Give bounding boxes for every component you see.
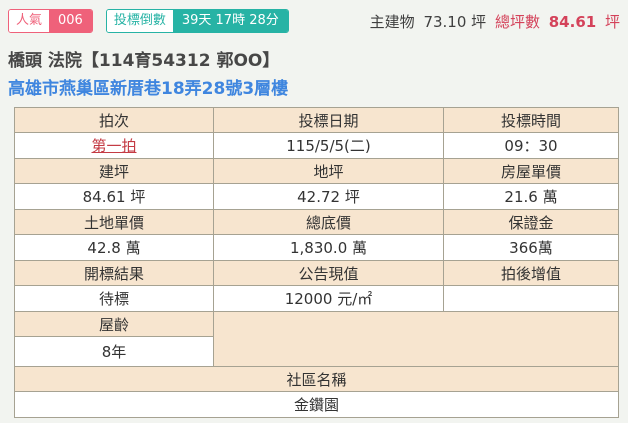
- header-land-area: 地坪: [213, 158, 444, 184]
- total-area-label: 總坪數: [494, 12, 540, 31]
- cell-opening-result: 待標: [14, 285, 214, 312]
- popularity-value: 006: [49, 10, 92, 32]
- cell-building-area: 84.61 坪: [14, 183, 214, 210]
- header-house-unit-price: 房屋單價: [443, 158, 619, 184]
- header-community-name: 社區名稱: [14, 366, 619, 392]
- auction-detail-table: 拍次 投標日期 投標時間 第一拍 115/5/5(二) 09：30 建坪 地坪 …: [14, 107, 619, 418]
- header-opening-result: 開標結果: [14, 260, 214, 286]
- cell-deposit: 366萬: [443, 234, 619, 261]
- cell-house-unit-price: 21.6 萬: [443, 183, 619, 210]
- cell-total-floor-price: 1,830.0 萬: [213, 234, 444, 261]
- cell-auction-round: 第一拍: [14, 132, 214, 159]
- bid-countdown-badge: 投標倒數 39天 17時 28分: [105, 9, 289, 33]
- header-house-age: 屋齡: [14, 311, 214, 337]
- total-area-unit: 坪: [604, 12, 620, 31]
- header-auction-round: 拍次: [14, 107, 214, 133]
- bid-countdown-value: 39天 17時 28分: [172, 10, 288, 32]
- main-building-value: 73.10 坪: [423, 12, 487, 31]
- cell-bid-date: 115/5/5(二): [213, 132, 444, 159]
- header-announced-value: 公告現值: [213, 260, 444, 286]
- cell-bid-time: 09：30: [443, 132, 619, 159]
- header-land-unit-price: 土地單價: [14, 209, 214, 235]
- header-deposit: 保證金: [443, 209, 619, 235]
- bid-countdown-label: 投標倒數: [106, 10, 173, 32]
- header-total-floor-price: 總底價: [213, 209, 444, 235]
- cell-land-area: 42.72 坪: [213, 183, 444, 210]
- auction-round-link[interactable]: 第一拍: [91, 137, 137, 155]
- cell-community-name: 金鑽園: [14, 391, 619, 418]
- main-building-label: 主建物: [369, 12, 415, 31]
- popularity-badge: 人氣 006: [8, 9, 93, 33]
- header-bid-date: 投標日期: [213, 107, 444, 133]
- property-address[interactable]: 高雄市燕巢區新厝巷18弄28號3層樓: [8, 79, 289, 99]
- header-building-area: 建坪: [14, 158, 214, 184]
- cell-land-unit-price: 42.8 萬: [14, 234, 214, 261]
- cell-announced-value: 12000 元/㎡: [213, 285, 444, 312]
- cell-post-auction-gain: [443, 285, 619, 312]
- case-title: 橋頭 法院【114育54312 郭OO】: [8, 51, 280, 71]
- popularity-label: 人氣: [9, 10, 50, 32]
- header-post-auction-gain: 拍後增值: [443, 260, 619, 286]
- topbar: 人氣 006 投標倒數 39天 17時 28分 主建物 73.10 坪 總坪數 …: [0, 0, 628, 33]
- area-summary: 主建物 73.10 坪 總坪數 84.61 坪: [370, 11, 620, 32]
- cell-house-age: 8年: [14, 336, 214, 367]
- header-bid-time: 投標時間: [443, 107, 619, 133]
- cell-empty-merged: [213, 311, 619, 367]
- total-area-value: 84.61: [548, 12, 597, 31]
